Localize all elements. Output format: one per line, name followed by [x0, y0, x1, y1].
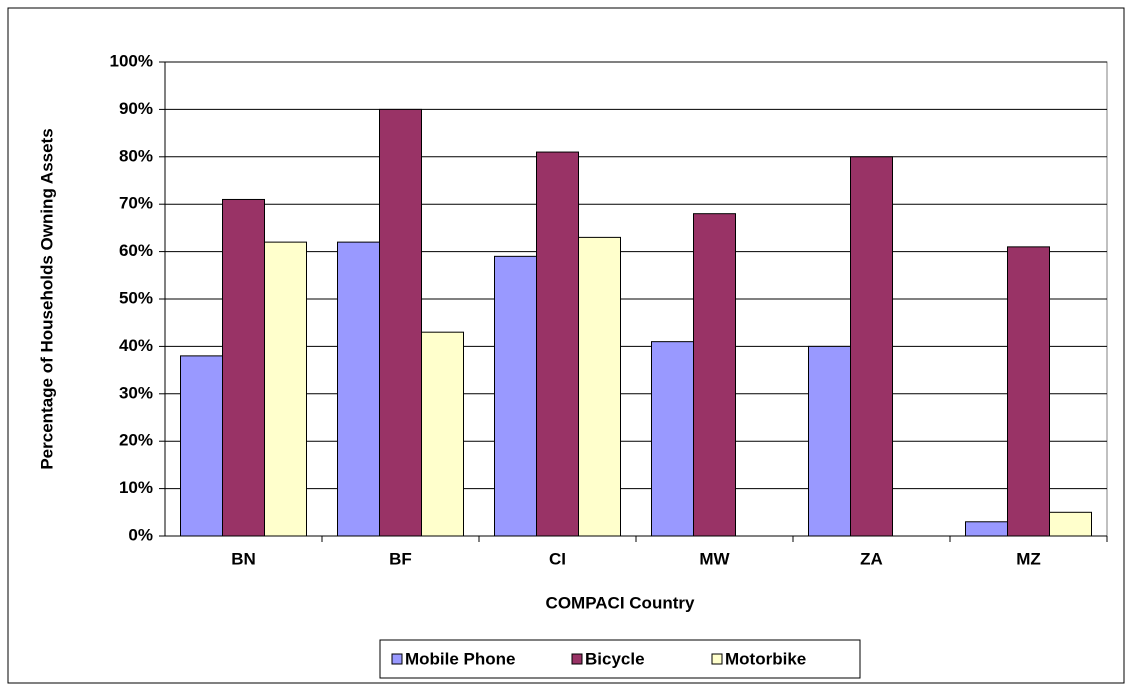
- y-tick-label: 10%: [119, 478, 153, 497]
- bar: [337, 241, 380, 537]
- x-tick-label: BF: [389, 549, 412, 568]
- bar: [1007, 246, 1050, 537]
- x-axis-label: COMPACI Country: [546, 593, 695, 612]
- legend-box: [379, 639, 861, 679]
- y-tick-label: 100%: [110, 51, 153, 70]
- y-tick-label: 30%: [119, 383, 153, 402]
- y-tick-label: 60%: [119, 241, 153, 260]
- legend-swatch: [571, 653, 583, 665]
- bar: [494, 255, 537, 537]
- bar: [1049, 511, 1092, 537]
- y-tick-label: 70%: [119, 194, 153, 213]
- bar: [850, 156, 893, 537]
- legend-swatch: [711, 653, 723, 665]
- x-tick-label: BN: [231, 549, 256, 568]
- legend-label: Bicycle: [585, 649, 645, 668]
- bar: [578, 236, 621, 537]
- bar: [222, 198, 265, 537]
- bar: [693, 213, 736, 537]
- legend-label: Mobile Phone: [405, 649, 516, 668]
- y-tick-label: 20%: [119, 431, 153, 450]
- bar: [536, 151, 579, 537]
- bar: [965, 521, 1008, 537]
- y-tick-label: 90%: [119, 99, 153, 118]
- y-tick-label: 40%: [119, 336, 153, 355]
- x-tick-label: MW: [699, 549, 730, 568]
- x-tick-label: CI: [549, 549, 566, 568]
- legend-label: Motorbike: [725, 649, 806, 668]
- bar: [651, 341, 694, 537]
- legend-swatch: [391, 653, 403, 665]
- bar: [379, 108, 422, 537]
- bar: [421, 331, 464, 537]
- x-tick-label: MZ: [1016, 549, 1041, 568]
- bar: [264, 241, 307, 537]
- bar: [180, 355, 223, 537]
- x-tick-label: ZA: [860, 549, 883, 568]
- bar: [808, 345, 851, 537]
- y-tick-label: 80%: [119, 146, 153, 165]
- y-axis-label: Percentage of Households Owning Assets: [37, 128, 56, 469]
- y-tick-label: 50%: [119, 288, 153, 307]
- y-tick-label: 0%: [128, 525, 153, 544]
